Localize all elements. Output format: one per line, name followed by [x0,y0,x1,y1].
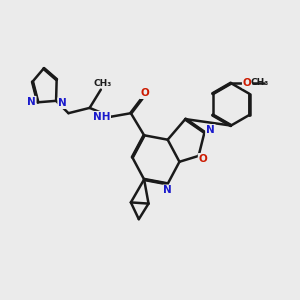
Text: O: O [140,88,149,98]
Text: O: O [243,78,251,88]
Text: NH: NH [93,112,110,122]
Text: N: N [163,185,172,195]
Text: CH₃: CH₃ [93,79,111,88]
Text: N: N [58,98,67,108]
Text: N: N [27,97,36,107]
Text: N: N [206,125,215,135]
Text: O: O [199,154,207,164]
Text: CH₃: CH₃ [251,78,269,87]
